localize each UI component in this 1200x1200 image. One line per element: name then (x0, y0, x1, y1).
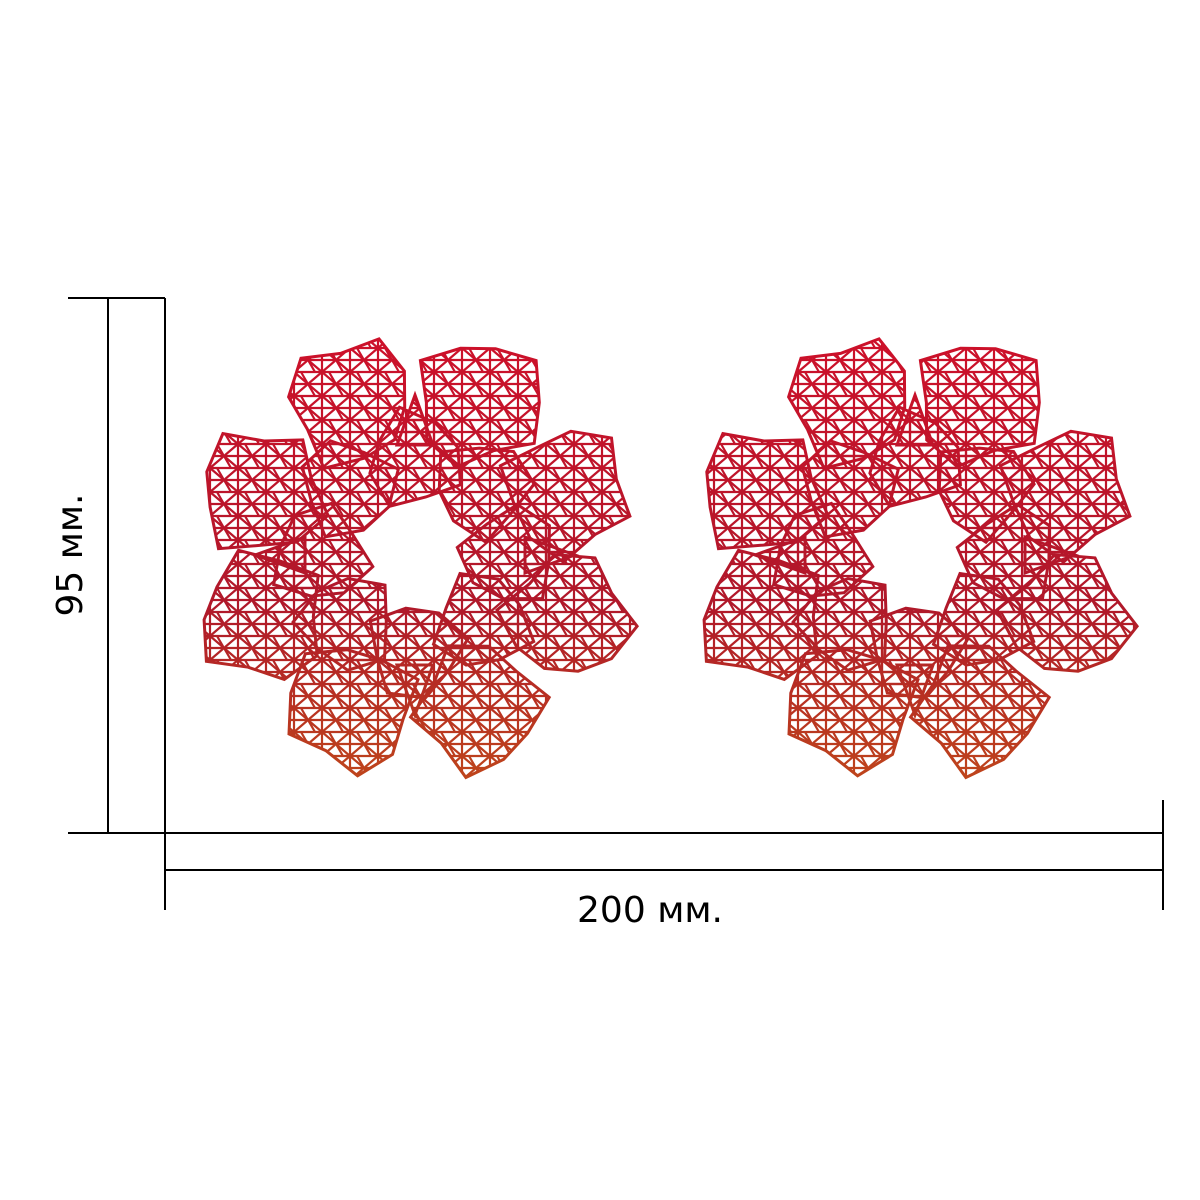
height-label: 95 мм. (50, 493, 91, 616)
height-dimension: 95 мм. (50, 297, 166, 834)
width-dimension: 200 мм. (164, 800, 1164, 931)
width-label: 200 мм. (577, 890, 723, 931)
lace-ornaments (180, 310, 1160, 800)
